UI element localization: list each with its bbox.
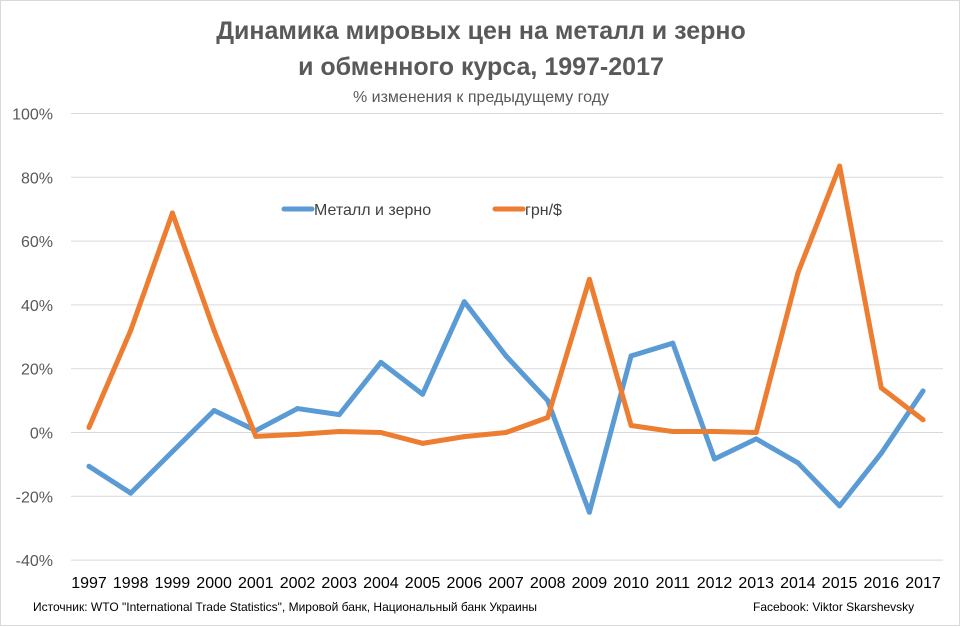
x-tick-label: 2004 <box>363 575 399 592</box>
x-tick-label: 2002 <box>280 575 316 592</box>
data-point <box>378 430 384 435</box>
data-point <box>628 422 634 428</box>
data-point <box>128 490 134 496</box>
x-tick-label: 2013 <box>738 575 774 592</box>
y-tick-label: 0% <box>30 426 53 443</box>
data-point <box>586 276 592 282</box>
x-tick-label: 1998 <box>113 575 149 592</box>
x-tick-label: 2009 <box>572 575 608 592</box>
x-tick-label: 2006 <box>447 575 483 592</box>
y-tick-label: 100% <box>12 107 53 124</box>
x-tick-label: 2000 <box>196 575 232 592</box>
y-tick-label: 80% <box>21 170 53 187</box>
x-tick-label: 2014 <box>780 575 816 592</box>
data-point <box>878 450 884 456</box>
data-point <box>86 463 92 469</box>
data-point <box>336 412 342 418</box>
data-point <box>628 353 634 359</box>
data-point <box>461 299 467 305</box>
data-point <box>503 353 509 359</box>
data-point <box>837 163 843 169</box>
data-point <box>378 359 384 365</box>
data-point <box>211 327 217 333</box>
x-tick-label: 2016 <box>864 575 900 592</box>
y-tick-label: 60% <box>21 234 53 251</box>
data-point <box>503 430 509 435</box>
legend-label: грн/$ <box>525 202 562 219</box>
data-point <box>420 391 426 397</box>
data-point <box>586 509 592 515</box>
data-point <box>295 406 300 412</box>
chart-subtitle: % изменения к предыдущему году <box>352 89 610 106</box>
x-tick-label: 2008 <box>530 575 566 592</box>
data-point <box>545 398 551 404</box>
data-point <box>545 415 551 421</box>
data-point <box>795 460 801 466</box>
chart-title-line1: Динамика мировых цен на металл и зерно <box>216 17 746 45</box>
legend-label: Металл и зерно <box>314 202 431 219</box>
data-point <box>753 430 759 435</box>
author-note: Facebook: Viktor Skarshevsky <box>753 600 915 614</box>
x-tick-label: 2017 <box>905 575 941 592</box>
data-point <box>461 434 467 440</box>
y-tick-label: 20% <box>21 362 53 379</box>
data-point <box>86 424 92 430</box>
data-point <box>128 327 134 333</box>
data-point <box>712 429 717 435</box>
data-point <box>211 407 217 413</box>
data-point <box>920 388 926 394</box>
x-tick-label: 2007 <box>488 575 524 592</box>
x-tick-label: 1997 <box>71 575 107 592</box>
data-point <box>920 417 926 423</box>
data-point <box>670 340 676 346</box>
y-tick-label: -20% <box>16 489 53 506</box>
x-tick-label: 2003 <box>321 575 357 592</box>
data-point <box>753 436 759 442</box>
data-point <box>837 503 843 509</box>
data-point <box>295 431 300 437</box>
data-point <box>712 456 717 462</box>
x-tick-label: 2001 <box>238 575 274 592</box>
data-point <box>420 440 426 446</box>
y-tick-label: 40% <box>21 298 53 315</box>
x-tick-label: 2011 <box>656 575 691 592</box>
data-point <box>336 429 342 435</box>
x-tick-label: 2005 <box>405 575 441 592</box>
y-tick-label: -40% <box>16 553 53 570</box>
data-point <box>169 210 175 216</box>
chart-title-line2: и обменного курса, 1997-2017 <box>298 53 664 81</box>
data-point <box>169 449 175 455</box>
source-note: Источник: WTO "International Trade Stati… <box>33 600 537 614</box>
data-point <box>795 270 801 276</box>
data-point <box>253 433 259 439</box>
x-tick-label: 2012 <box>697 575 733 592</box>
x-tick-label: 2015 <box>822 575 858 592</box>
x-tick-label: 1999 <box>155 575 191 592</box>
data-point <box>670 429 676 435</box>
data-point <box>878 385 884 391</box>
x-tick-label: 2010 <box>613 575 649 592</box>
